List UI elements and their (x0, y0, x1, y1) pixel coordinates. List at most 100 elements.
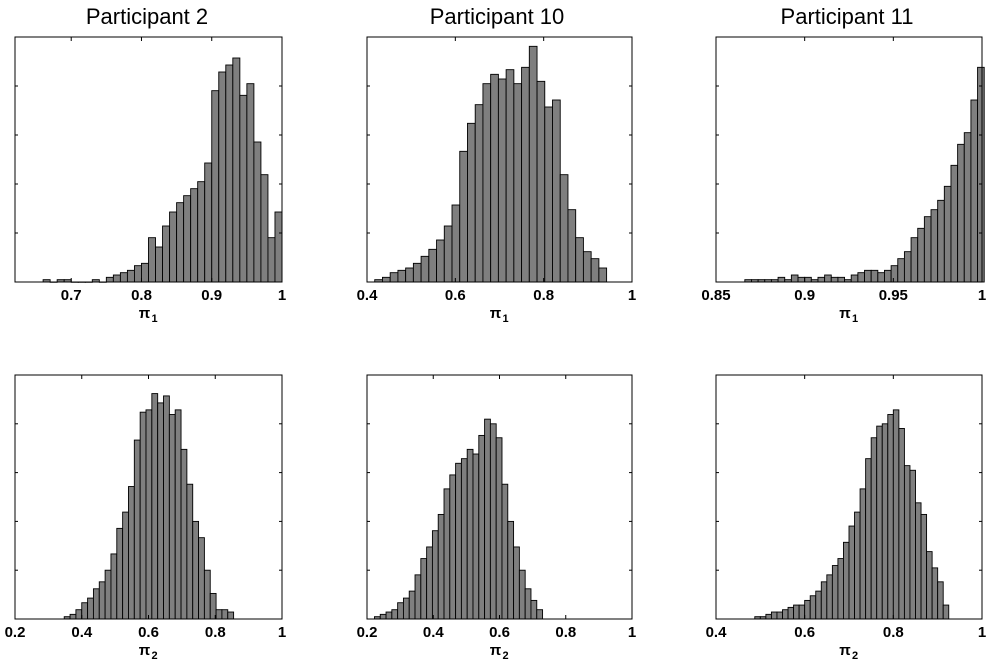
histogram-bar (865, 458, 872, 620)
histogram-bar (204, 162, 213, 283)
histogram-bar (414, 574, 422, 620)
histogram-bar (798, 604, 806, 620)
histogram-bar (116, 527, 124, 620)
histogram-bar (75, 609, 83, 620)
x-tick-label: 1 (278, 287, 286, 304)
histogram-bar (831, 565, 839, 620)
histogram-bar (112, 274, 121, 283)
histogram-bar (513, 83, 523, 283)
histogram-bar (970, 99, 979, 283)
histogram-bar (854, 511, 861, 620)
histogram-bar (909, 469, 916, 620)
histogram-bar (455, 462, 462, 620)
histogram-bar (804, 276, 812, 283)
x-tick-label: 1 (628, 624, 636, 641)
histogram-bar (590, 258, 600, 283)
histogram-bar (575, 237, 584, 283)
x-axis-label: π (839, 642, 851, 659)
axes-frame (715, 374, 983, 620)
axes-frame (715, 36, 983, 283)
histogram-bar (133, 265, 142, 283)
histogram-bar (449, 474, 457, 620)
histogram-bar (809, 595, 817, 620)
histogram-bar (826, 574, 833, 620)
histogram-bar (459, 150, 468, 283)
histogram-bar (168, 414, 176, 620)
histogram-bar (876, 425, 883, 620)
histogram-bar (215, 609, 223, 620)
x-axis-label: π (490, 305, 502, 322)
histogram-bar (917, 227, 925, 283)
histogram-bar (412, 262, 422, 283)
histogram-bar (910, 237, 919, 283)
x-tick-label: 0.4 (423, 624, 445, 641)
histogram-bar (69, 613, 77, 620)
x-tick-label: 0.4 (706, 624, 728, 641)
histogram-bar (484, 418, 491, 620)
histogram-bar (466, 448, 474, 620)
histogram-bar (420, 255, 430, 283)
histogram-bar (183, 195, 192, 283)
histogram-bar (460, 458, 468, 620)
histogram-bar (267, 237, 276, 283)
histogram-bar (507, 520, 515, 620)
histogram-bar (157, 402, 164, 620)
histogram-bar (474, 104, 484, 283)
histogram-bar (397, 269, 407, 283)
histogram-panel-5: 0.2 0.4 0.6 0.8 1 π 2 (357, 374, 636, 662)
histogram-bar (881, 423, 889, 620)
histogram-bar (890, 265, 899, 283)
histogram-bar (815, 590, 822, 620)
x-tick-label: 0.2 (5, 624, 26, 641)
histogram-bar (162, 225, 171, 283)
histogram-bar (155, 246, 164, 283)
histogram-bar (937, 199, 945, 283)
histogram-panel-4: 0.2 0.4 0.6 0.8 1 π 2 (5, 374, 286, 662)
histogram-bar (92, 588, 100, 620)
x-tick-label: 0.6 (794, 624, 815, 641)
histogram-bar (870, 437, 878, 620)
histogram-bar (887, 414, 894, 620)
histogram-bar (128, 486, 135, 620)
x-tick-label: 0.8 (883, 624, 904, 641)
histogram-bar (192, 520, 200, 620)
x-tick-label: 0.4 (71, 624, 93, 641)
histogram-bar (110, 553, 118, 620)
histogram-bar (765, 613, 772, 620)
histogram-bar (884, 269, 892, 283)
histogram-bar (239, 94, 248, 283)
x-tick-label: 0.7 (61, 287, 82, 304)
histogram-bar (490, 73, 499, 283)
histogram-bar (598, 267, 608, 283)
x-tick-label: 0.2 (357, 624, 378, 641)
histogram-bar (467, 122, 476, 283)
x-axis-label-subscript: 1 (152, 313, 158, 325)
histogram-bar (837, 558, 844, 620)
histogram-bar (843, 541, 850, 620)
histogram-bar (859, 488, 867, 620)
column-title-3: Participant 11 (780, 4, 914, 29)
histogram-panel-1: 0.7 0.8 0.9 1π 1 (14, 36, 286, 325)
histogram-bar (274, 211, 283, 283)
histogram-bar (180, 448, 188, 620)
histogram-bar (544, 106, 553, 283)
x-tick-label: 1 (278, 624, 286, 641)
histogram-bar (870, 269, 879, 283)
histogram-bar (830, 276, 839, 283)
histogram-panel-6: 0.4 0.6 0.8 1 π 2 (706, 374, 986, 662)
x-tick-label: 0.95 (879, 287, 908, 304)
histogram-bar (497, 78, 507, 283)
histogram-bar (528, 45, 538, 283)
histogram-bar (405, 267, 414, 283)
histogram-bar (777, 276, 786, 283)
x-tick-label: 0.8 (131, 287, 152, 304)
histogram-bar (518, 569, 526, 620)
histogram-bar (382, 276, 391, 283)
histogram-bar (389, 272, 399, 283)
histogram-bar (776, 611, 783, 620)
histogram-bar (482, 83, 492, 283)
histogram-bar (521, 66, 530, 283)
histogram-bar (190, 188, 199, 283)
histogram-bar (478, 434, 486, 620)
